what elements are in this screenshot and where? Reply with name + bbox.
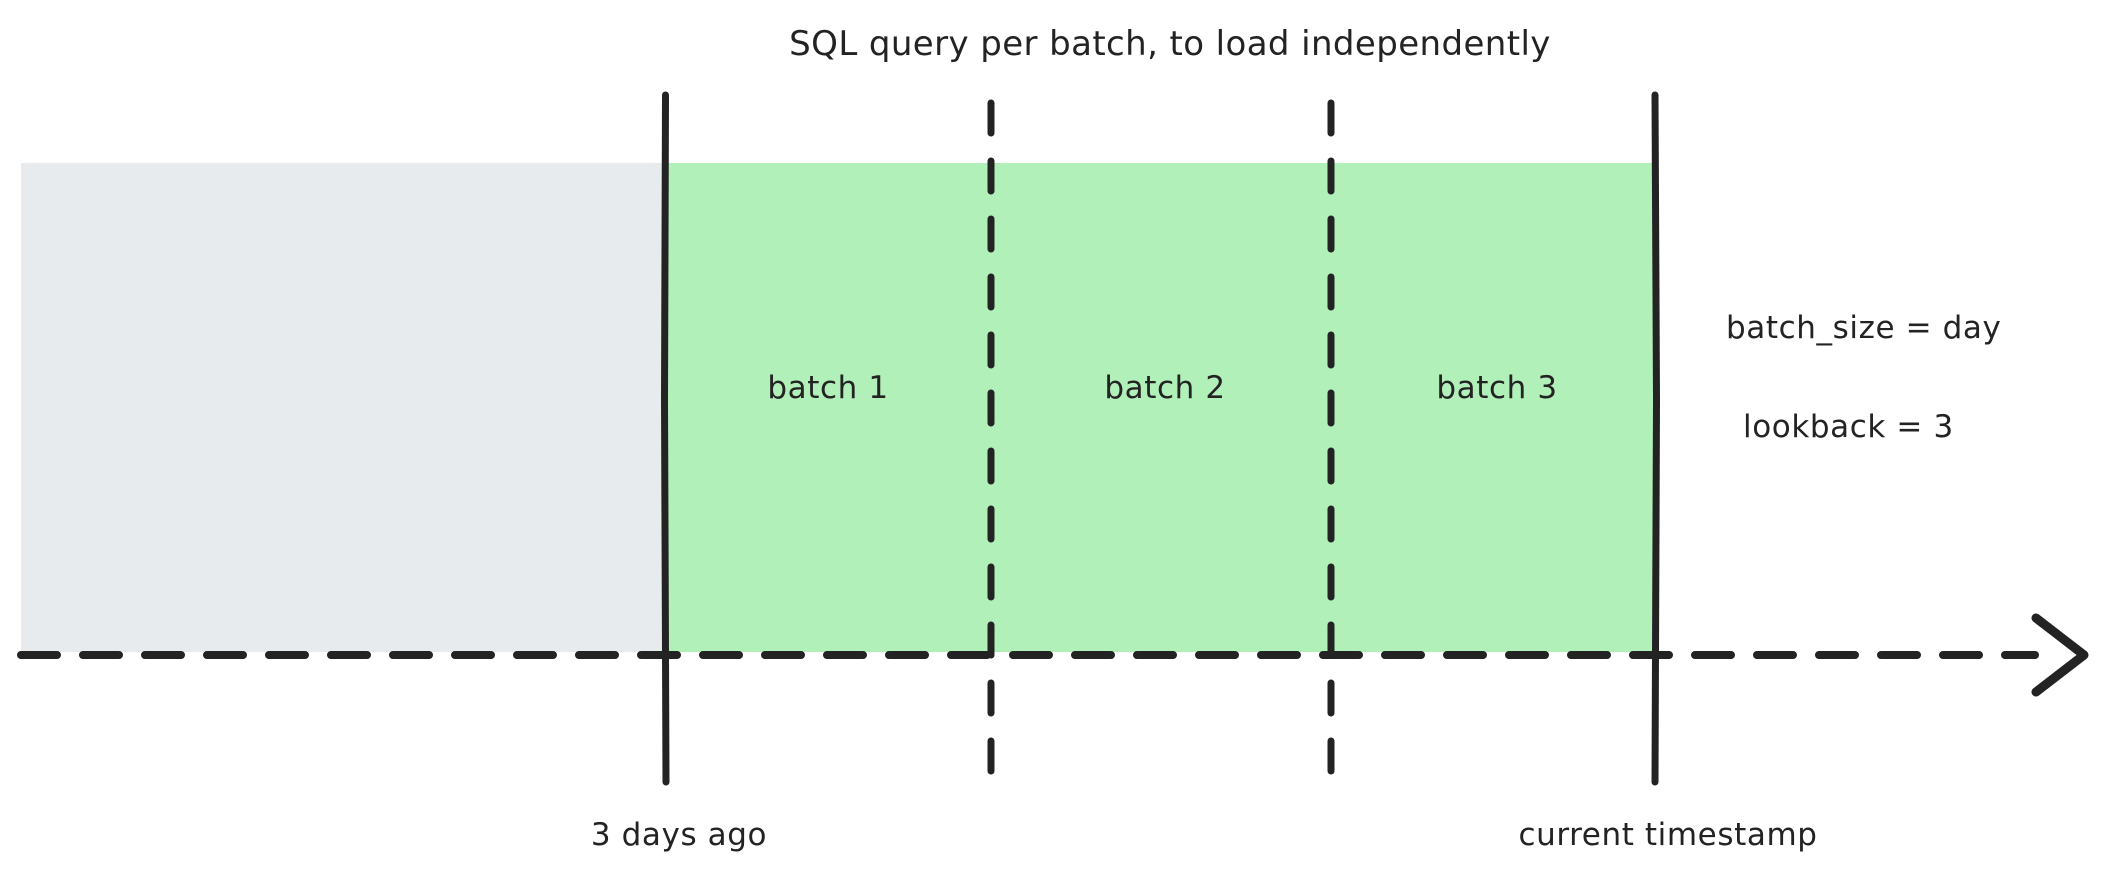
lookback-window-rect xyxy=(665,163,1655,652)
start-boundary-label: 3 days ago xyxy=(591,817,767,853)
time-axis-arrow-icon xyxy=(2031,613,2089,697)
past-region-rect xyxy=(21,163,665,652)
boundary-line-start xyxy=(660,91,670,786)
boundary-line-end xyxy=(1651,91,1661,786)
diagram-title: SQL query per batch, to load independent… xyxy=(789,24,1551,64)
end-boundary-label: current timestamp xyxy=(1518,817,1817,853)
batch-label-1: batch 1 xyxy=(767,370,888,406)
parameter-lookback: lookback = 3 xyxy=(1743,409,1954,445)
parameter-batch-size: batch_size = day xyxy=(1726,310,2001,346)
batch-label-2: batch 2 xyxy=(1104,370,1225,406)
batch-label-3: batch 3 xyxy=(1436,370,1557,406)
